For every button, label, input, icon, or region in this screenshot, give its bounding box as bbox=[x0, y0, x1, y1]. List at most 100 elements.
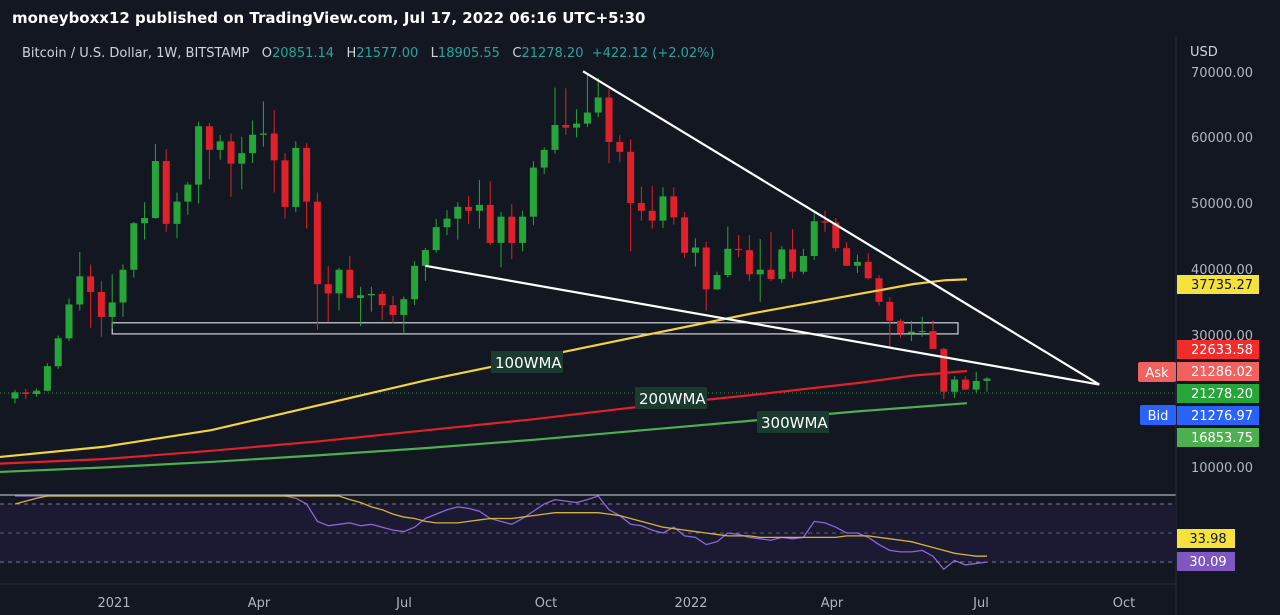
candle-body[interactable] bbox=[918, 331, 926, 333]
candle-body[interactable] bbox=[76, 276, 84, 305]
candle-body[interactable] bbox=[821, 221, 829, 223]
candle-body[interactable] bbox=[724, 248, 732, 275]
candle-body[interactable] bbox=[162, 161, 170, 224]
candle-body[interactable] bbox=[745, 250, 753, 275]
candle-body[interactable] bbox=[270, 133, 278, 161]
candle-body[interactable] bbox=[238, 153, 246, 164]
candle-body[interactable] bbox=[886, 301, 894, 321]
candle-body[interactable] bbox=[961, 379, 969, 390]
wma100-annotation[interactable]: 100WMA bbox=[495, 354, 562, 372]
candle-body[interactable] bbox=[11, 392, 19, 399]
candle-body[interactable] bbox=[637, 202, 645, 211]
candle-body[interactable] bbox=[151, 161, 159, 218]
symbol-name[interactable]: Bitcoin / U.S. Dollar, 1W, BITSTAMP bbox=[22, 46, 250, 61]
candle-body[interactable] bbox=[843, 248, 851, 266]
candle-body[interactable] bbox=[184, 184, 192, 202]
candle-body[interactable] bbox=[929, 331, 937, 349]
bid-button[interactable] bbox=[1140, 405, 1176, 425]
candle-body[interactable] bbox=[411, 265, 419, 300]
candle-body[interactable] bbox=[519, 216, 527, 243]
candle-body[interactable] bbox=[497, 216, 505, 243]
candle-body[interactable] bbox=[130, 223, 138, 270]
trendlines-layer[interactable] bbox=[425, 70, 1100, 386]
candle-body[interactable] bbox=[529, 167, 537, 217]
candle-body[interactable] bbox=[205, 126, 213, 150]
candle-body[interactable] bbox=[702, 247, 710, 290]
candle-body[interactable] bbox=[475, 204, 483, 211]
candle-body[interactable] bbox=[583, 112, 591, 124]
candle-body[interactable] bbox=[400, 299, 408, 315]
candle-body[interactable] bbox=[940, 348, 948, 392]
candle-body[interactable] bbox=[983, 378, 991, 381]
candle-body[interactable] bbox=[681, 217, 689, 253]
candle-body[interactable] bbox=[778, 249, 786, 279]
candle-body[interactable] bbox=[853, 261, 861, 266]
candle-body[interactable] bbox=[670, 196, 678, 218]
rsi-layer[interactable] bbox=[14, 495, 988, 571]
candle-body[interactable] bbox=[767, 269, 775, 279]
ask-button[interactable] bbox=[1138, 362, 1176, 382]
candle-body[interactable] bbox=[562, 124, 570, 128]
wma200-annotation[interactable]: 200WMA bbox=[639, 390, 706, 408]
candle-body[interactable] bbox=[616, 142, 624, 152]
candle-body[interactable] bbox=[33, 390, 41, 395]
trendline[interactable] bbox=[425, 264, 1100, 386]
candle-body[interactable] bbox=[65, 304, 73, 339]
candle-body[interactable] bbox=[443, 218, 451, 228]
candle-body[interactable] bbox=[735, 248, 743, 251]
trendline[interactable] bbox=[582, 70, 1100, 386]
candle-body[interactable] bbox=[367, 293, 375, 296]
candle-body[interactable] bbox=[648, 210, 656, 221]
candle-body[interactable] bbox=[799, 255, 807, 272]
candle-body[interactable] bbox=[486, 204, 494, 243]
candle-body[interactable] bbox=[281, 160, 289, 207]
candle-body[interactable] bbox=[22, 392, 30, 395]
candle-body[interactable] bbox=[540, 149, 548, 168]
symbol-legend[interactable]: Bitcoin / U.S. Dollar, 1W, BITSTAMP O208… bbox=[22, 46, 715, 61]
candle-body[interactable] bbox=[259, 133, 267, 135]
candle-body[interactable] bbox=[227, 141, 235, 164]
wma100-line[interactable] bbox=[0, 278, 968, 459]
candle-body[interactable] bbox=[292, 147, 300, 207]
candle-body[interactable] bbox=[54, 338, 62, 367]
candle-body[interactable] bbox=[216, 141, 224, 150]
candle-body[interactable] bbox=[108, 302, 116, 317]
candle-body[interactable] bbox=[465, 206, 473, 211]
candle-body[interactable] bbox=[87, 276, 95, 293]
candle-body[interactable] bbox=[951, 379, 959, 392]
candle-body[interactable] bbox=[573, 123, 581, 128]
support-zone[interactable] bbox=[111, 322, 959, 335]
wma200-line[interactable] bbox=[0, 369, 968, 465]
candle-body[interactable] bbox=[195, 126, 203, 185]
candle-body[interactable] bbox=[303, 147, 311, 202]
candle-body[interactable] bbox=[313, 201, 321, 285]
candle-body[interactable] bbox=[832, 222, 840, 249]
candle-body[interactable] bbox=[389, 305, 397, 315]
rsi-ma-line[interactable] bbox=[14, 495, 987, 557]
candle-body[interactable] bbox=[972, 380, 980, 390]
candle-body[interactable] bbox=[97, 292, 105, 317]
candle-body[interactable] bbox=[432, 227, 440, 251]
moving-averages-layer[interactable] bbox=[0, 278, 968, 474]
candle-body[interactable] bbox=[173, 201, 181, 224]
candle-body[interactable] bbox=[454, 206, 462, 219]
candle-body[interactable] bbox=[141, 217, 149, 224]
candle-body[interactable] bbox=[346, 269, 354, 298]
candle-body[interactable] bbox=[508, 216, 516, 243]
candle-body[interactable] bbox=[897, 320, 905, 334]
candle-body[interactable] bbox=[594, 97, 602, 113]
candle-body[interactable] bbox=[421, 250, 429, 266]
candle-body[interactable] bbox=[756, 269, 764, 275]
candle-body[interactable] bbox=[605, 97, 613, 143]
candle-body[interactable] bbox=[713, 274, 721, 290]
candle-body[interactable] bbox=[691, 247, 699, 253]
wma300-annotation[interactable]: 300WMA bbox=[761, 414, 828, 432]
candle-body[interactable] bbox=[659, 196, 667, 221]
candle-body[interactable] bbox=[119, 269, 127, 303]
candle-body[interactable] bbox=[627, 151, 635, 203]
candle-body[interactable] bbox=[249, 134, 257, 154]
candle-body[interactable] bbox=[324, 284, 332, 294]
candle-body[interactable] bbox=[551, 124, 559, 150]
candle-body[interactable] bbox=[378, 293, 386, 306]
